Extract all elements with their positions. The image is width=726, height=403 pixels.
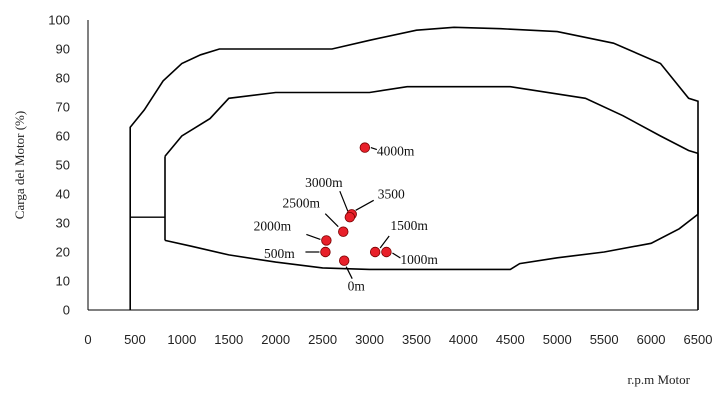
plot-frame — [88, 20, 698, 310]
y-tick-labels: 0 10 20 30 40 50 60 70 80 90 100 — [48, 13, 70, 318]
plot-area — [87, 20, 698, 311]
x-tick-label: 5000 — [543, 332, 572, 347]
x-tick-label: 6500 — [684, 332, 713, 347]
data-point-label: 1000m — [400, 252, 438, 267]
data-point-marker — [338, 226, 349, 237]
data-point-marker — [369, 246, 381, 258]
y-tick-label: 60 — [56, 129, 70, 144]
y-tick-label: 20 — [56, 245, 70, 260]
data-point-label: 2500m — [283, 196, 321, 211]
data-point-marker — [320, 246, 331, 258]
label-leader-line — [392, 252, 401, 259]
outer-envelope-curve — [129, 26, 699, 310]
y-axis-title: Carga del Motor (%) — [12, 111, 27, 219]
y-tick-label: 10 — [56, 274, 70, 289]
data-point-label: 4000m — [377, 144, 415, 159]
x-tick-label: 2500 — [308, 332, 337, 347]
inner-envelope-lower-curve — [164, 213, 699, 271]
x-tick-label: 1000 — [167, 332, 196, 347]
y-tick-label: 70 — [56, 100, 70, 115]
data-point-marker — [359, 142, 371, 153]
x-tick-label: 1500 — [214, 332, 243, 347]
label-leader-line — [379, 235, 390, 249]
y-tick-label: 0 — [63, 303, 70, 318]
label-leader-line — [339, 190, 349, 212]
label-leader-line — [370, 147, 378, 151]
y-tick-label: 30 — [56, 216, 70, 231]
y-tick-label: 90 — [56, 42, 70, 57]
label-leader-line — [345, 266, 353, 279]
data-point-label: 1500m — [390, 218, 428, 233]
x-tick-label: 2000 — [261, 332, 290, 347]
envelope-curves — [129, 26, 699, 310]
y-tick-label: 50 — [56, 158, 70, 173]
data-point-label: 2000m — [254, 218, 292, 233]
inner-envelope-upper-curve — [164, 85, 699, 157]
y-tick-label: 40 — [56, 187, 70, 202]
x-tick-label: 0 — [84, 332, 91, 347]
x-tick-label: 3500 — [402, 332, 431, 347]
data-point-label: 3500 — [378, 186, 405, 201]
y-tick-label: 80 — [56, 71, 70, 86]
y-tick-label: 100 — [48, 13, 70, 28]
data-point-marker — [344, 211, 356, 223]
x-tick-label: 4000 — [449, 332, 478, 347]
label-leader-line — [306, 233, 321, 240]
x-tick-label: 6000 — [637, 332, 666, 347]
label-leader-line — [355, 199, 374, 211]
x-tick-label: 500 — [124, 332, 146, 347]
x-tick-label: 5500 — [590, 332, 619, 347]
data-point-marker — [381, 246, 392, 258]
data-point-marker — [321, 235, 332, 246]
data-point-labels: 4000m 3500 3000m 2500m 2000m 1500m 1000m 500m 0m — [254, 144, 439, 294]
x-axis-title: r.p.m Motor — [628, 372, 691, 387]
data-point-label: 500m — [264, 246, 295, 261]
x-tick-label: 3000 — [355, 332, 384, 347]
label-leader-line — [324, 213, 339, 228]
label-leader-lines — [305, 147, 401, 279]
data-point-label: 0m — [348, 279, 366, 294]
data-points — [320, 142, 392, 266]
data-point-marker — [339, 255, 350, 266]
x-tick-label: 4500 — [496, 332, 525, 347]
data-point-label: 3000m — [305, 175, 343, 190]
x-tick-labels: 0 500 1000 1500 2000 2500 3000 3500 4000 4500 5000… — [84, 332, 712, 347]
